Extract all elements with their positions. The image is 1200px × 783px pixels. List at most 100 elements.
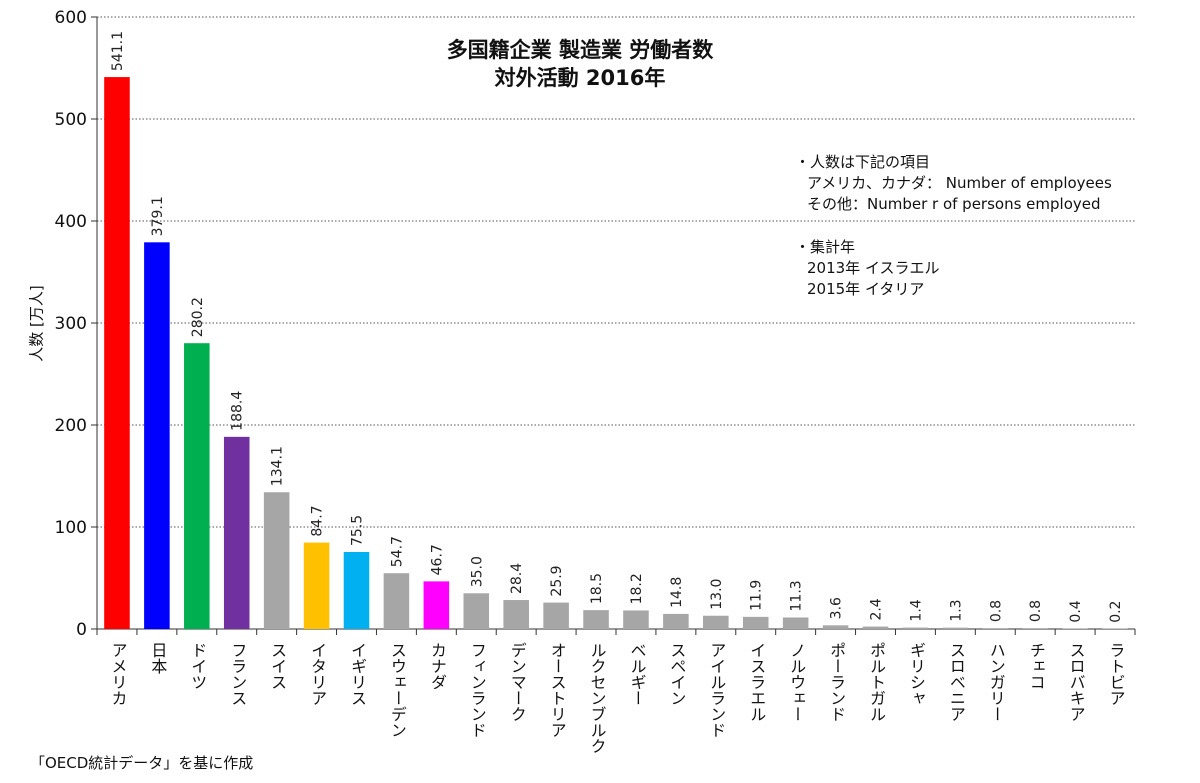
category-label-21: スロベニア <box>947 642 966 722</box>
value-label-21: 1.3 <box>948 599 964 621</box>
category-label-18: ポーランド <box>827 642 846 722</box>
value-label-17: 11.3 <box>789 580 805 611</box>
value-labels: 541.1 379.1 280.2 188.4 134.1 84.7 75.5 54.7 46.… <box>110 31 1124 623</box>
bar-23 <box>1022 628 1048 629</box>
bar-2 <box>184 343 210 629</box>
category-label-10: デンマーク <box>508 642 527 722</box>
source-note: 「OECD統計データ」を基に作成 <box>30 754 254 772</box>
category-label-23: チェコ <box>1027 642 1046 690</box>
category-label-8: カナダ <box>428 642 447 690</box>
bar-13 <box>623 610 649 629</box>
value-label-22: 0.8 <box>988 600 1004 622</box>
value-label-7: 54.7 <box>389 536 405 567</box>
y-tick-label: 0 <box>76 620 87 640</box>
note-item1-line1: アメリカ、カナダ： Number of employees <box>807 174 1112 192</box>
category-label-16: イスラエル <box>747 642 766 722</box>
category-label-4: スイス <box>268 642 287 690</box>
notes-box: ・人数は下記の項目 アメリカ、カナダ： Number of employees … <box>795 152 1112 300</box>
bar-5 <box>303 542 330 629</box>
bar-22 <box>982 628 1009 629</box>
bar-24 <box>1062 628 1088 629</box>
category-label-17: ノルウェー <box>787 642 806 722</box>
y-tick-label: 200 <box>55 416 87 436</box>
bar-25 <box>1102 628 1128 629</box>
value-label-19: 2.4 <box>869 598 885 620</box>
note-item2-heading: ・集計年 <box>795 238 856 256</box>
category-label-1: 日本 <box>148 642 167 674</box>
category-label-5: イタリア <box>308 642 327 706</box>
bar-1 <box>144 242 170 629</box>
value-label-4: 134.1 <box>270 446 286 486</box>
category-label-20: ギリシャ <box>907 642 926 706</box>
value-label-10: 28.4 <box>509 563 525 594</box>
bar-10 <box>503 600 529 629</box>
category-label-24: スロバキア <box>1067 642 1086 722</box>
bar-3 <box>223 436 250 629</box>
y-tick-label: 600 <box>55 8 87 28</box>
value-label-23: 0.8 <box>1028 600 1044 622</box>
bar-18 <box>822 625 849 629</box>
category-label-6: イギリス <box>348 642 367 706</box>
category-label-11: オーストリア <box>548 642 567 738</box>
chart-title: 多国籍企業 製造業 労働者数 <box>446 38 714 62</box>
bar-20 <box>902 627 929 629</box>
value-label-5: 84.7 <box>310 505 326 536</box>
value-label-1: 379.1 <box>150 196 166 236</box>
y-tick-labels: 0 100 200 300 400 500 600 <box>55 8 87 640</box>
category-label-3: フランス <box>228 642 247 706</box>
note-item1-heading: ・人数は下記の項目 <box>795 153 931 171</box>
category-label-15: アイルランド <box>707 642 726 738</box>
value-label-8: 46.7 <box>429 544 445 575</box>
bar-0 <box>104 77 130 629</box>
value-label-18: 3.6 <box>829 597 845 619</box>
value-label-24: 0.4 <box>1068 600 1084 622</box>
category-label-14: スペイン <box>667 642 686 706</box>
category-label-19: ポルトガル <box>867 642 886 722</box>
value-label-3: 188.4 <box>230 391 246 431</box>
category-label-13: ベルギー <box>627 642 646 706</box>
value-label-15: 13.0 <box>709 579 725 610</box>
value-label-12: 18.5 <box>589 573 605 604</box>
bar-11 <box>543 602 569 629</box>
y-axis-label: 人数 [万人] <box>27 285 46 362</box>
value-label-9: 35.0 <box>469 556 485 587</box>
category-label-22: ハンガリー <box>987 642 1006 722</box>
y-tick-label: 500 <box>55 110 87 130</box>
bar-12 <box>583 610 609 629</box>
value-label-14: 14.8 <box>669 577 685 608</box>
bar-17 <box>782 617 809 629</box>
note-item1-line2: その他：Number r of persons employed <box>807 195 1101 213</box>
bar-21 <box>942 627 969 629</box>
category-labels: アメリカ 日本 ドイツ フランス スイス イタリア イギリス スウェーデン カナダ フィンランド デ… <box>108 642 1125 754</box>
value-label-16: 11.9 <box>749 580 765 611</box>
bar-15 <box>703 615 729 629</box>
value-label-6: 75.5 <box>350 515 366 546</box>
note-item2-line2: 2015年 イタリア <box>807 280 925 298</box>
bar-8 <box>423 581 450 629</box>
category-label-9: フィンランド <box>468 642 487 738</box>
category-label-2: ドイツ <box>188 642 207 690</box>
bar-6 <box>343 551 370 629</box>
category-label-25: ラトビア <box>1107 642 1126 706</box>
note-item2-line1: 2013年 イスラエル <box>807 259 940 277</box>
bar-4 <box>263 492 290 629</box>
value-label-11: 25.9 <box>549 565 565 596</box>
bars <box>104 77 1128 629</box>
bar-16 <box>742 616 769 629</box>
value-label-13: 18.2 <box>629 573 645 604</box>
y-tick-label: 400 <box>55 212 87 232</box>
chart-subtitle: 対外活動 2016年 <box>494 66 666 90</box>
bar-9 <box>463 593 490 629</box>
y-tick-label: 300 <box>55 314 87 334</box>
value-label-2: 280.2 <box>190 297 206 337</box>
value-label-25: 0.2 <box>1108 601 1124 623</box>
bar-19 <box>862 626 889 629</box>
value-label-20: 1.4 <box>908 599 924 621</box>
gridlines <box>97 16 1135 528</box>
y-tick-label: 100 <box>55 518 87 538</box>
category-label-0: アメリカ <box>108 642 127 706</box>
bar-14 <box>663 613 689 629</box>
category-label-7: スウェーデン <box>388 642 407 738</box>
bar-7 <box>383 573 410 629</box>
